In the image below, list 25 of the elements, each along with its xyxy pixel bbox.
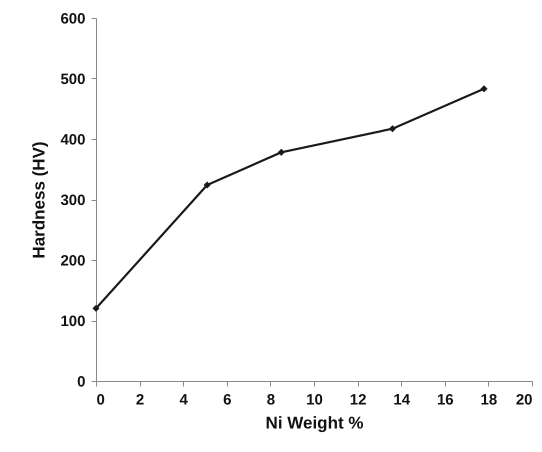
x-tick-label: 2 xyxy=(136,392,144,408)
y-tick-label: 600 xyxy=(60,10,86,28)
x-tick-label: 20 xyxy=(516,392,532,408)
x-tick-label: 18 xyxy=(480,392,498,408)
x-tick-label: 16 xyxy=(436,392,454,408)
x-tick-label: 4 xyxy=(180,392,189,408)
point xyxy=(480,85,488,92)
x-axis-title: Ni Weight % xyxy=(266,414,364,432)
y-tick-label: 100 xyxy=(60,313,86,330)
y-tick-label: 300 xyxy=(60,192,86,209)
point xyxy=(388,125,396,132)
x-tick-label: 8 xyxy=(266,392,276,408)
x-tick-label: 12 xyxy=(350,392,366,408)
point xyxy=(278,148,285,156)
y-axis-title: Hardness (HV) xyxy=(29,141,48,259)
point xyxy=(204,181,211,189)
y-tick-label: 0 xyxy=(77,374,86,390)
x-tick-label: 6 xyxy=(223,392,232,408)
y-tick-label: 200 xyxy=(60,252,86,270)
y-tick-label: 400 xyxy=(60,132,86,148)
x-tick-label: 0 xyxy=(96,392,105,408)
x-tick-label: 14 xyxy=(393,392,411,408)
point xyxy=(92,304,100,312)
y-tick-label: 500 xyxy=(60,71,86,88)
x-tick-label: 10 xyxy=(306,392,323,408)
